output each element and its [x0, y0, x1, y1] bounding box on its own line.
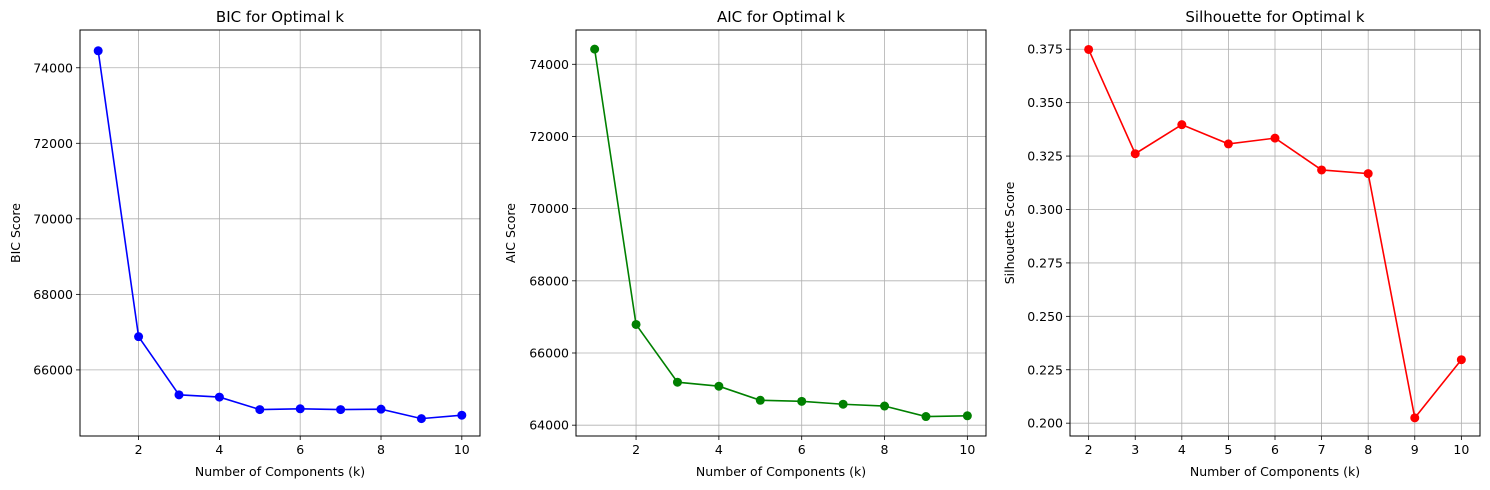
data-point	[921, 412, 931, 422]
y-tick-label: 0.350	[1027, 95, 1063, 110]
y-tick-label: 0.250	[1027, 309, 1063, 324]
subplot-aic: AIC for Optimal k Number of Components (…	[503, 8, 987, 479]
x-tick-label: 10	[454, 442, 470, 457]
y-tick-label: 68000	[529, 273, 569, 288]
x-tick-label: 4	[1178, 442, 1186, 457]
x-tick-label: 2	[135, 442, 143, 457]
grid	[576, 30, 986, 436]
data-point	[1317, 165, 1327, 175]
x-tick-label: 10	[959, 442, 975, 457]
y-tick-label: 74000	[33, 60, 73, 75]
y-tick-label: 74000	[529, 57, 569, 72]
x-tick-label: 8	[1364, 442, 1372, 457]
x-tick-label: 3	[1131, 442, 1139, 457]
data-point	[1084, 44, 1094, 54]
y-tick-label: 70000	[33, 211, 73, 226]
y-tick-label: 72000	[529, 129, 569, 144]
subplot-silhouette: Silhouette for Optimal k Number of Compo…	[1002, 8, 1481, 479]
data-point	[962, 411, 972, 421]
y-tick-label: 0.275	[1027, 255, 1063, 270]
axes-frame	[575, 29, 987, 437]
x-tick-label: 2	[632, 442, 640, 457]
data-point	[1223, 139, 1233, 149]
x-tick-label: 5	[1224, 442, 1232, 457]
data-point	[93, 46, 103, 56]
data-point	[1177, 120, 1187, 130]
grid	[80, 30, 480, 436]
x-tick-label: 6	[798, 442, 806, 457]
chart-title: AIC for Optimal k	[717, 8, 845, 26]
data-point	[1270, 133, 1280, 143]
data-point	[336, 405, 346, 415]
x-tick-label: 4	[215, 442, 223, 457]
data-point	[590, 44, 600, 54]
y-tick-label: 0.375	[1027, 42, 1063, 57]
y-tick-label: 66000	[33, 362, 73, 377]
x-tick-label: 10	[1453, 442, 1469, 457]
y-axis-label: AIC Score	[503, 203, 518, 263]
data-point	[255, 405, 265, 415]
x-tick-label: 4	[715, 442, 723, 457]
x-tick-label: 8	[377, 442, 385, 457]
data-point	[134, 332, 144, 342]
y-tick-label: 72000	[33, 136, 73, 151]
data-point	[631, 319, 641, 329]
data-point	[416, 414, 426, 424]
y-axis-label: BIC Score	[8, 203, 23, 263]
data-point	[797, 396, 807, 406]
x-axis-label: Number of Components (k)	[696, 464, 866, 479]
y-tick-label: 0.300	[1027, 202, 1063, 217]
data-point	[1410, 413, 1420, 423]
x-axis-label: Number of Components (k)	[195, 464, 365, 479]
chart-title: Silhouette for Optimal k	[1185, 8, 1365, 26]
series-line	[97, 50, 462, 420]
x-tick-label: 9	[1411, 442, 1419, 457]
data-point	[1130, 149, 1140, 159]
data-point	[1363, 169, 1373, 179]
y-tick-label: 0.325	[1027, 149, 1063, 164]
data-point	[672, 377, 682, 387]
y-tick-label: 70000	[529, 201, 569, 216]
x-tick-label: 6	[1271, 442, 1279, 457]
data-point	[838, 399, 848, 409]
x-tick-label: 8	[881, 442, 889, 457]
chart-title: BIC for Optimal k	[216, 8, 344, 26]
x-tick-label: 6	[296, 442, 304, 457]
y-tick-label: 64000	[529, 418, 569, 433]
y-tick-label: 66000	[529, 345, 569, 360]
y-tick-label: 0.200	[1027, 416, 1063, 431]
data-point	[174, 390, 184, 400]
data-point	[457, 410, 467, 420]
x-axis-label: Number of Components (k)	[1190, 464, 1360, 479]
data-point	[214, 392, 224, 402]
y-axis-label: Silhouette Score	[1002, 181, 1017, 284]
data-point	[376, 404, 386, 414]
y-tick-label: 0.225	[1027, 362, 1063, 377]
axes-frame	[79, 29, 481, 437]
data-point	[295, 404, 305, 414]
subplot-bic: BIC for Optimal k Number of Components (…	[8, 8, 481, 479]
data-point	[714, 381, 724, 391]
y-tick-label: 68000	[33, 287, 73, 302]
x-tick-label: 7	[1318, 442, 1326, 457]
series-line	[593, 49, 968, 418]
data-point	[1456, 355, 1466, 365]
data-point	[755, 395, 765, 405]
axes-frame	[1069, 29, 1481, 437]
grid	[1070, 30, 1480, 436]
x-tick-label: 2	[1085, 442, 1093, 457]
data-point	[880, 401, 890, 411]
